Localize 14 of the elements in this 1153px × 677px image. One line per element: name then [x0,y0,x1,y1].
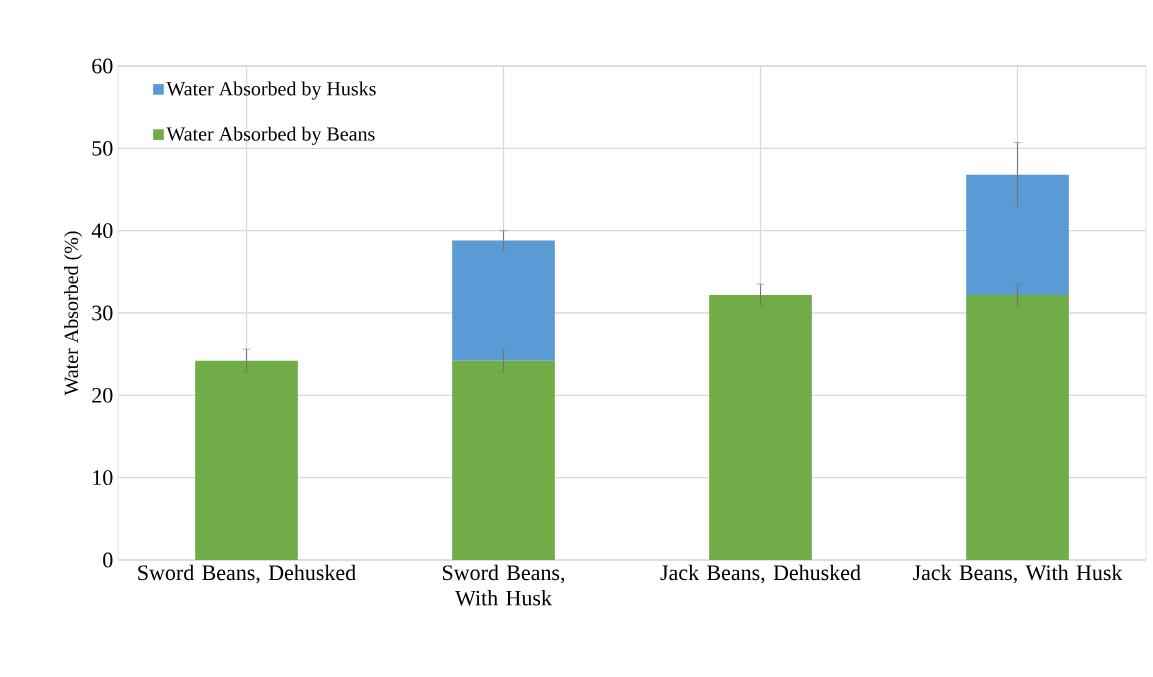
y-tick-label: 20 [92,387,113,403]
y-tick-label: 60 [92,58,113,74]
y-tick-label: 40 [91,223,113,239]
y-axis-title: Water Absorbed (%) [64,231,83,396]
legend-label: Water Absorbed by Husks [166,81,376,100]
legend-label: Water Absorbed by Beans [166,126,375,145]
x-tick-label: Sword Beans, With Husk [442,564,565,606]
y-tick-label: 10 [93,470,113,486]
x-tick-label: Sword Beans, Dehusked [138,564,356,584]
y-tick-label: 30 [92,305,113,321]
x-tick-label: Jack Beans, Dehusked [660,564,861,584]
y-tick-label: 0 [103,552,113,568]
y-tick-label: 50 [92,140,113,156]
x-tick-label: Jack Beans, With Husk [913,564,1123,584]
